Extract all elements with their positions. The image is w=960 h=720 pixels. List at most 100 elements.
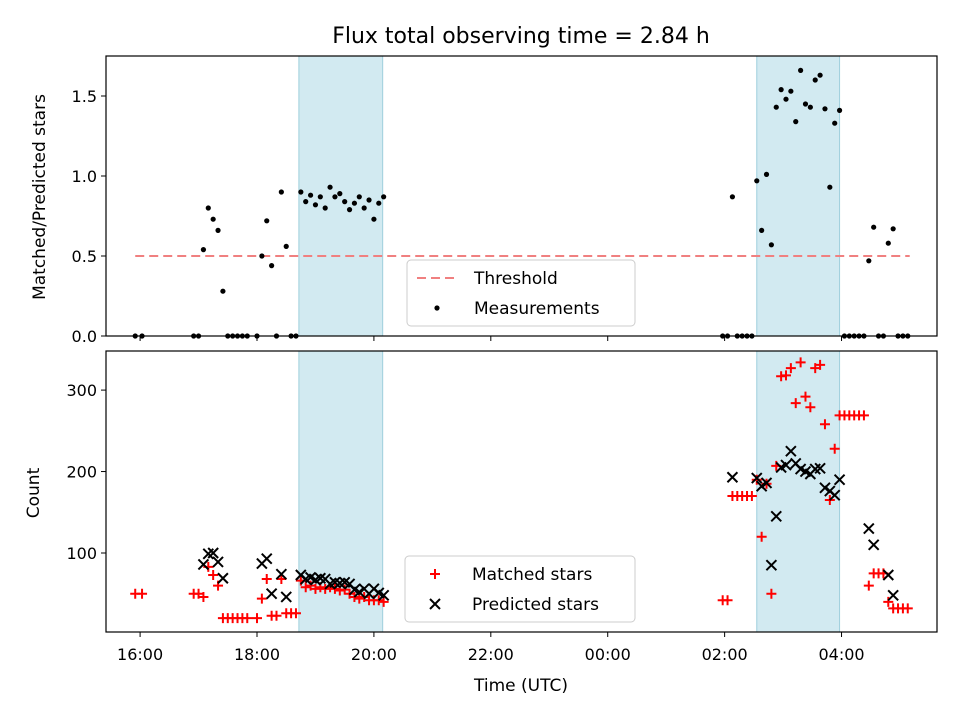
bottom-panel: 100 200 300 16:00 18:00 20:00 22:00 00:00 02:00 0…: [66, 350, 938, 664]
predicted-star-point: [863, 522, 875, 535]
matched-star-point: [780, 370, 791, 381]
measurement-point: [210, 216, 216, 222]
measurement-point: [763, 171, 770, 177]
measurement-point: [322, 205, 328, 211]
matched-star-point: [722, 595, 733, 606]
matched-star-point: [863, 580, 874, 591]
measurement-point: [317, 194, 323, 200]
measurement-point: [836, 107, 843, 113]
predicted-star-point: [751, 472, 763, 484]
matched-star-point: [354, 593, 365, 604]
measurement-point: [307, 192, 314, 198]
matched-star-point: [785, 363, 796, 374]
top-panel: 0.0 0.5 1.0 1.5 Threshold Measurements: [72, 55, 938, 346]
predicted-star-point: [217, 572, 229, 584]
measurement-point: [312, 202, 319, 208]
measurement-point: [788, 88, 794, 94]
predicted-star-point: [207, 547, 219, 559]
legend-measurement-swatch: [434, 305, 440, 311]
y-tick-label: 300: [66, 381, 97, 400]
predicted-star-point: [887, 589, 899, 602]
x-tick-label: 20:00: [351, 645, 397, 664]
measurement-point: [283, 243, 289, 249]
x-tick-label: 16:00: [117, 645, 163, 664]
y-tick-label: 1.0: [72, 167, 97, 186]
legend: Matched stars Predicted stars: [404, 555, 636, 623]
matched-star-point: [261, 574, 272, 585]
predicted-star-point: [212, 556, 224, 568]
predicted-star-point: [265, 588, 278, 600]
measurement-point: [371, 216, 377, 222]
measurement-point: [773, 104, 779, 110]
predicted-star-point: [819, 482, 831, 494]
measurement-point: [264, 218, 270, 224]
matched-star-point: [137, 588, 148, 599]
predicted-star-point: [770, 510, 782, 523]
legend-label: Measurements: [474, 299, 600, 319]
measurement-point: [200, 247, 207, 253]
y-tick-label: 200: [66, 463, 97, 482]
top-y-axis-label: Matched/Predicted stars: [30, 94, 50, 300]
measurement-point: [817, 72, 823, 78]
measurement-point: [342, 199, 348, 205]
y-tick-label: 0.0: [72, 327, 97, 346]
bottom-y-axis-label: Count: [24, 467, 44, 518]
measurement-point: [269, 263, 275, 269]
x-tick-label: 02:00: [702, 645, 748, 664]
predicted-star-point: [882, 569, 894, 581]
predicted-star-point: [780, 459, 792, 471]
predicted-star-point: [197, 558, 210, 571]
legend-matched-swatch: [430, 569, 440, 579]
measurement-point: [793, 119, 799, 125]
predicted-star-point: [726, 471, 739, 483]
legend-label: Predicted stars: [472, 595, 599, 615]
matched-star-point: [795, 357, 806, 368]
matched-star-point: [902, 603, 913, 614]
measurement-point: [356, 194, 362, 200]
legend-label: Matched stars: [472, 565, 592, 585]
shaded-interval: [756, 55, 841, 337]
predicted-star-point: [275, 568, 288, 580]
matched-star-point: [883, 596, 894, 607]
x-axis-label: Time (UTC): [473, 676, 568, 696]
matched-star-point: [746, 490, 757, 501]
matched-star-point: [756, 531, 767, 542]
predicted-star-point: [814, 462, 826, 474]
predicted-star-point: [765, 559, 778, 571]
measurement-point: [303, 199, 309, 205]
matched-star-point: [198, 591, 209, 602]
axes-frame: [105, 350, 938, 633]
x-tick-label: 18:00: [234, 645, 280, 664]
measurement-point: [832, 120, 838, 126]
predicted-star-point: [867, 539, 880, 551]
legend-predicted-swatch: [429, 598, 441, 610]
measurement-point: [220, 288, 226, 294]
matched-star-point: [300, 582, 311, 593]
matched-star-point: [829, 443, 840, 454]
legend-label: Threshold: [473, 269, 558, 289]
predicted-star-point: [280, 591, 292, 603]
predicted-star-point: [760, 477, 773, 489]
x-tick-label: 00:00: [585, 645, 631, 664]
measurement-point: [376, 200, 382, 206]
measurement-point: [778, 87, 784, 93]
measurement-point: [327, 184, 333, 190]
matched-star-point: [276, 574, 287, 585]
matched-star-point: [271, 610, 282, 621]
measurement-point: [812, 77, 818, 83]
measurement-point: [351, 200, 358, 206]
measurement-point: [802, 101, 809, 107]
predicted-star-point: [785, 445, 797, 457]
measurement-point: [332, 194, 338, 200]
axes-frame: [105, 55, 938, 337]
matched-star-point: [819, 419, 830, 430]
measurement-point: [768, 242, 774, 248]
matched-star-point: [805, 402, 816, 413]
matched-star-point: [208, 569, 219, 580]
matched-star-point: [815, 359, 826, 370]
measurement-point: [259, 253, 265, 259]
measurement-point: [798, 67, 804, 73]
matched-star-point: [242, 613, 253, 624]
measurement-point: [890, 226, 896, 232]
